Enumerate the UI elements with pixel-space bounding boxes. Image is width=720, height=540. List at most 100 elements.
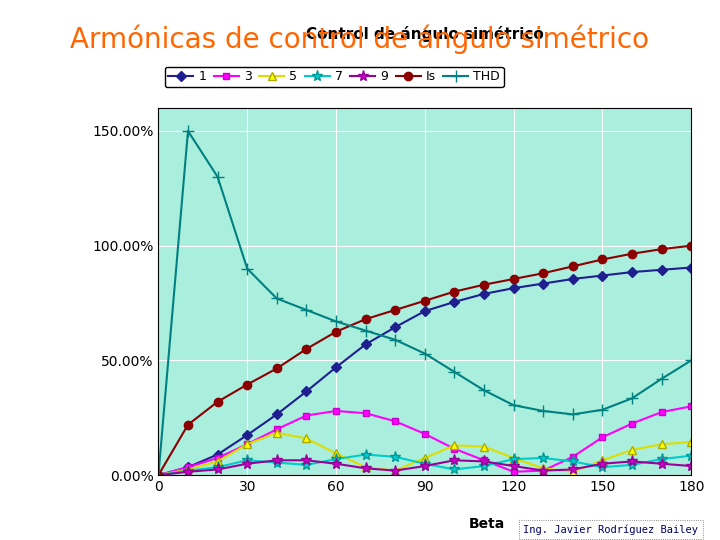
Is: [213, 399, 222, 405]
5: [243, 441, 251, 448]
1: [687, 264, 696, 271]
Is: [509, 276, 518, 282]
THD: [243, 266, 251, 272]
9: [391, 467, 400, 474]
1: [391, 324, 400, 330]
Is: [154, 472, 163, 478]
Line: 3: 3: [155, 403, 695, 478]
THD: [420, 350, 429, 357]
7: [391, 454, 400, 460]
3: [213, 455, 222, 461]
5: [509, 455, 518, 461]
THD: [687, 357, 696, 364]
3: [184, 464, 192, 470]
3: [480, 457, 488, 463]
Legend: 1, 3, 5, 7, 9, Is, THD: 1, 3, 5, 7, 9, Is, THD: [165, 66, 504, 87]
Line: 1: 1: [155, 264, 695, 478]
THD: [450, 369, 459, 375]
1: [509, 285, 518, 292]
5: [302, 435, 311, 442]
THD: [302, 307, 311, 313]
Is: [657, 246, 666, 252]
Is: [450, 288, 459, 295]
7: [302, 462, 311, 468]
9: [509, 463, 518, 469]
Is: [243, 381, 251, 388]
3: [154, 472, 163, 478]
1: [598, 272, 607, 279]
7: [657, 456, 666, 462]
THD: [272, 295, 281, 302]
9: [657, 461, 666, 467]
Is: [302, 346, 311, 352]
7: [539, 455, 547, 461]
9: [332, 461, 341, 467]
THD: [154, 472, 163, 478]
1: [480, 291, 488, 297]
1: [569, 276, 577, 282]
1: [154, 472, 163, 478]
7: [450, 466, 459, 472]
Is: [184, 421, 192, 428]
9: [184, 469, 192, 475]
1: [657, 267, 666, 273]
5: [539, 465, 547, 471]
Is: [569, 263, 577, 269]
THD: [598, 407, 607, 413]
9: [598, 461, 607, 467]
5: [450, 442, 459, 449]
1: [213, 451, 222, 458]
3: [272, 426, 281, 433]
7: [272, 460, 281, 466]
1: [628, 269, 636, 275]
Text: Beta: Beta: [469, 516, 505, 530]
7: [480, 463, 488, 469]
Line: THD: THD: [153, 125, 697, 481]
Is: [361, 316, 370, 322]
THD: [480, 387, 488, 394]
THD: [657, 376, 666, 382]
7: [213, 464, 222, 470]
5: [420, 455, 429, 461]
Is: [687, 242, 696, 249]
Is: [480, 281, 488, 288]
7: [361, 451, 370, 458]
5: [598, 457, 607, 463]
Text: Control de ángulo simétrico: Control de ángulo simétrico: [306, 26, 544, 42]
5: [480, 443, 488, 450]
5: [569, 469, 577, 475]
5: [391, 467, 400, 474]
9: [154, 472, 163, 478]
3: [509, 469, 518, 475]
5: [213, 458, 222, 464]
1: [450, 299, 459, 305]
5: [332, 450, 341, 457]
1: [361, 341, 370, 348]
3: [361, 410, 370, 416]
3: [569, 454, 577, 460]
7: [420, 461, 429, 467]
THD: [361, 327, 370, 334]
3: [628, 420, 636, 427]
Is: [332, 328, 341, 335]
9: [213, 466, 222, 472]
Is: [628, 251, 636, 257]
1: [332, 364, 341, 370]
9: [420, 463, 429, 469]
THD: [332, 318, 341, 325]
5: [184, 466, 192, 472]
7: [184, 467, 192, 474]
9: [361, 465, 370, 471]
7: [243, 457, 251, 463]
THD: [184, 127, 192, 134]
5: [657, 441, 666, 448]
9: [628, 458, 636, 464]
Text: Ing. Javier Rodríguez Bailey: Ing. Javier Rodríguez Bailey: [523, 524, 698, 535]
Is: [539, 270, 547, 276]
5: [272, 429, 281, 436]
THD: [628, 395, 636, 402]
1: [184, 464, 192, 470]
THD: [539, 408, 547, 414]
9: [539, 467, 547, 474]
3: [687, 403, 696, 410]
